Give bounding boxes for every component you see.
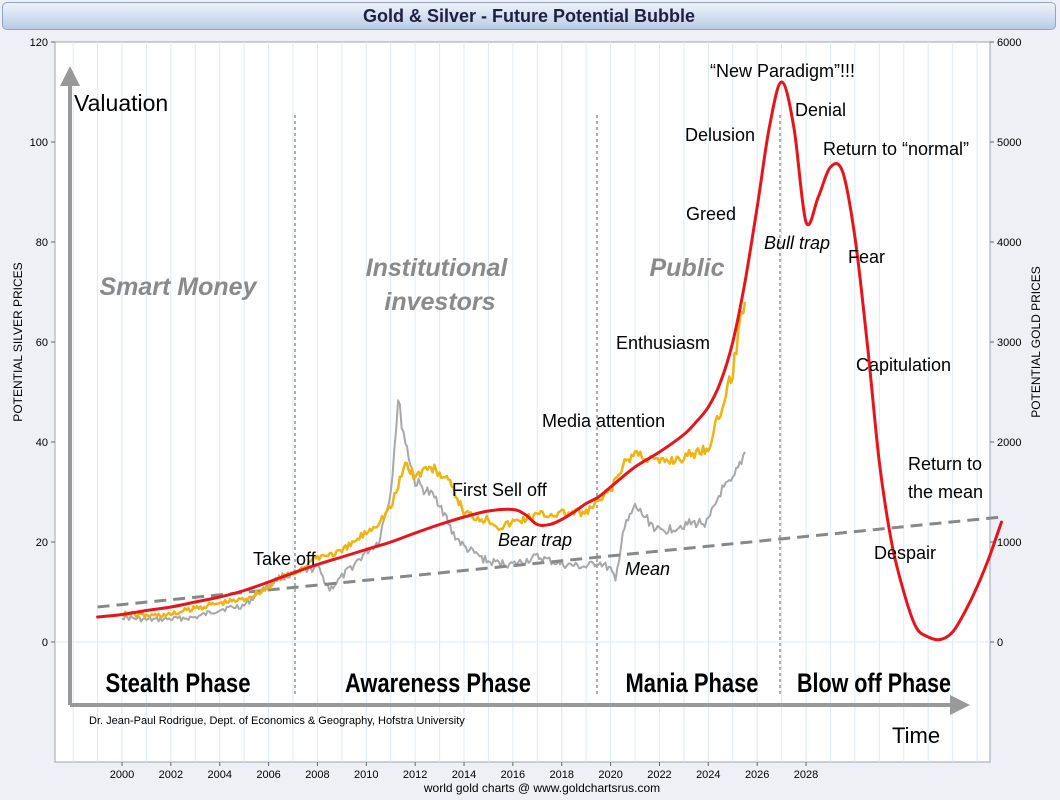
y-left-tick-label: 60 (36, 337, 48, 349)
x-tick-label: 2000 (110, 769, 134, 781)
x-tick-label: 2024 (696, 769, 720, 781)
y-right-tick-label: 1000 (997, 537, 1021, 549)
valuation-label: Valuation (74, 90, 168, 116)
participant-public: Public (649, 254, 724, 282)
y-left-tick-label: 0 (42, 637, 48, 649)
annotation-mean: Mean (625, 559, 670, 579)
x-tick-label: 2016 (501, 769, 525, 781)
gridlines (55, 42, 990, 762)
y-right-tick-label: 3000 (997, 337, 1021, 349)
y-right-tick-label: 4000 (997, 237, 1021, 249)
x-tick-label: 2028 (794, 769, 818, 781)
annotation-return-to-mean: Return to the mean (908, 454, 987, 502)
phase-dividers (294, 115, 781, 695)
annotation-despair: Despair (874, 543, 936, 563)
x-tick-label: 2008 (305, 769, 329, 781)
y-right-tick-label: 2000 (997, 437, 1021, 449)
phase-stealth: Stealth Phase (106, 668, 251, 698)
y-left-axis-title: POTENTIAL SILVER PRICES (11, 262, 25, 421)
series-gold-price (121, 301, 747, 619)
annotation-fear: Fear (848, 247, 885, 267)
x-tick-label: 2020 (598, 769, 622, 781)
y-left-tick-label: 20 (36, 537, 48, 549)
annotation-bear-trap: Bear trap (498, 530, 572, 550)
axis-ticks: 0 20 40 60 80 100 120 0 1000 2000 3000 4000 5000 6000… (30, 37, 1022, 781)
y-left-tick-label: 120 (30, 37, 48, 49)
x-tick-label: 2018 (549, 769, 573, 781)
annotation-return-to-normal: Return to “normal” (823, 139, 969, 159)
y-right-tick-label: 6000 (997, 37, 1021, 49)
annotation-bull-trap: Bull trap (764, 233, 830, 253)
participant-smart-money: Smart Money (100, 273, 258, 301)
series-silver-price (121, 399, 746, 623)
title-bar: Gold & Silver - Future Potential Bubble (2, 2, 1056, 30)
y-right-axis-title: POTENTIAL GOLD PRICES (1029, 266, 1043, 418)
y-right-tick-label: 0 (997, 637, 1003, 649)
phase-awareness: Awareness Phase (345, 668, 531, 698)
annotation-delusion: Delusion (685, 125, 755, 145)
credit-text: Dr. Jean-Paul Rodrigue, Dept. of Economi… (89, 715, 465, 727)
x-tick-label: 2022 (647, 769, 671, 781)
x-tick-label: 2006 (256, 769, 280, 781)
phase-mania: Mania Phase (626, 668, 759, 698)
participant-institutional-investors: Institutional investors (366, 254, 515, 316)
time-label: Time (892, 723, 940, 748)
annotation-capitulation: Capitulation (856, 355, 951, 375)
series-layer (96, 80, 1003, 642)
y-left-tick-label: 100 (30, 137, 48, 149)
x-tick-label: 2010 (354, 769, 378, 781)
annotation-take-off: Take off (253, 549, 317, 569)
x-tick-label: 2012 (403, 769, 427, 781)
annotation-new-paradigm: “New Paradigm”!!! (710, 61, 855, 81)
x-tick-label: 2014 (452, 769, 476, 781)
y-left-tick-label: 80 (36, 237, 48, 249)
y-left-tick-label: 40 (36, 437, 48, 449)
chart-title: Gold & Silver - Future Potential Bubble (362, 6, 696, 26)
y-right-tick-label: 5000 (997, 137, 1021, 149)
annotation-media-attention: Media attention (542, 411, 665, 431)
annotation-greed: Greed (686, 204, 736, 224)
series-bubble-curve (96, 80, 1003, 642)
x-tick-label: 2026 (745, 769, 769, 781)
phase-blow-off: Blow off Phase (797, 668, 951, 698)
annotation-denial: Denial (795, 100, 846, 120)
x-tick-label: 2004 (207, 769, 231, 781)
annotation-first-sell-off: First Sell off (452, 480, 548, 500)
annotation-enthusiasm: Enthusiasm (616, 333, 710, 353)
x-tick-label: 2002 (159, 769, 183, 781)
source-text: world gold charts @ www.goldchartsrus.co… (423, 781, 660, 795)
